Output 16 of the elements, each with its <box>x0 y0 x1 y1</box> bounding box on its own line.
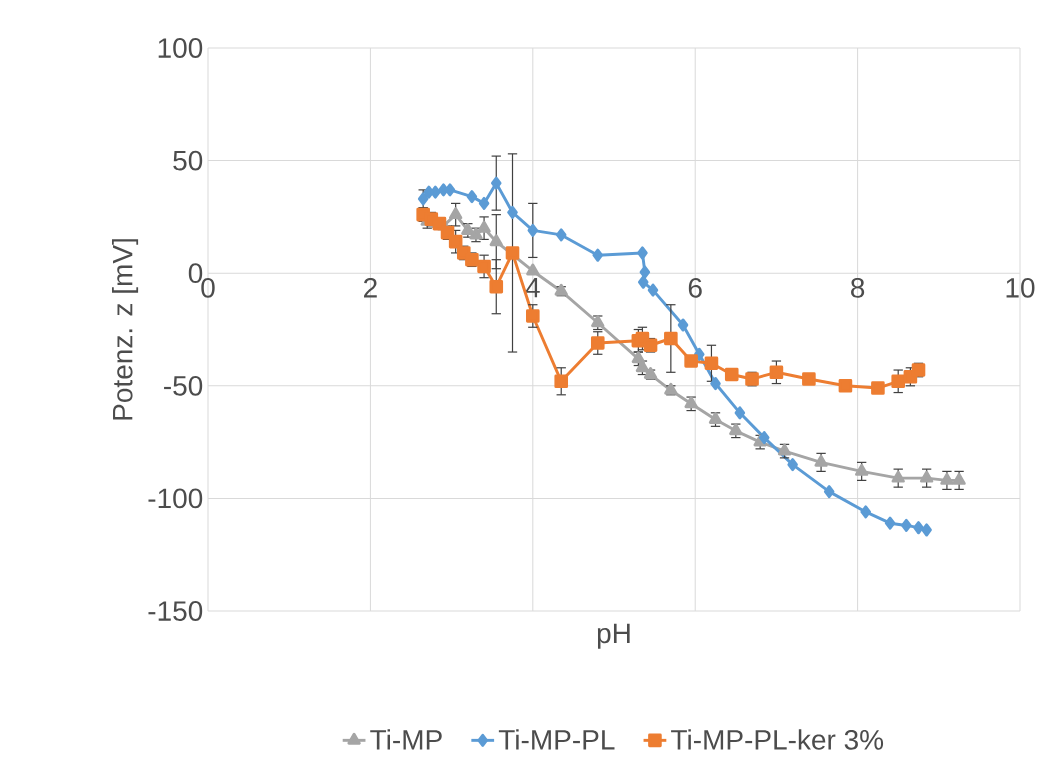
y-tick-label: -50 <box>164 375 203 396</box>
legend-label: Ti-MP-PL-ker 3% <box>671 729 884 750</box>
y-axis-title: Potenz. z [mV] <box>112 239 139 420</box>
x-tick-label: 8 <box>851 277 865 298</box>
legend-label: Ti-MP <box>370 729 442 750</box>
x-tick-label: 4 <box>525 277 540 298</box>
x-tick-label: 2 <box>364 277 377 298</box>
x-axis-title: pH <box>597 623 630 649</box>
x-tick-label: 6 <box>688 277 702 298</box>
y-tick-label: 100 <box>158 38 203 58</box>
y-tick-label: 50 <box>173 150 203 171</box>
x-tick-label: 10 <box>1006 277 1035 298</box>
y-tick-label: -100 <box>148 488 203 509</box>
y-tick-label: 0 <box>188 263 203 284</box>
y-tick-label: -150 <box>148 601 203 621</box>
legend-label: Ti-MP-PL <box>498 729 615 750</box>
